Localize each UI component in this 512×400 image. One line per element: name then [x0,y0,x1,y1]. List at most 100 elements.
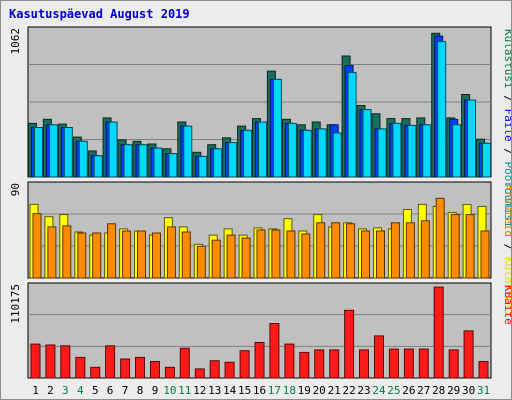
x-tick-label: 2 [47,384,54,397]
panel-max-label: 1062 [9,28,22,55]
bar-kbytes-kbaite-12 [194,368,205,379]
bar-kbytes-kbaite-20 [314,349,325,379]
bar-kbytes-kbaite-1 [30,343,41,379]
panel-hits: 1062 Külastusi / Faile / Pöördumisi [9,26,511,228]
bar-visits-arvuteid-27 [420,220,430,279]
bar-visits-arvuteid-23 [361,230,370,279]
panel-max-label: 90 [9,183,22,196]
x-tick-label: 3 [62,384,69,397]
x-tick-label: 29 [447,384,460,397]
bar-hits-külastusi-16 [258,121,267,178]
bar-hits-külastusi-18 [287,122,297,178]
bar-kbytes-kbaite-18 [284,343,295,379]
bar-kbytes-kbaite-24 [374,335,384,379]
chart-panels: 1062 Külastusi / Faile / Pöördumisi 90 Arvu… [9,26,511,379]
legend-entry: Faile [502,108,511,141]
panel-legend: Külastusi / Faile / Pöördumisi [502,29,511,228]
bar-visits-arvuteid-26 [405,222,415,279]
bar-hits-külastusi-15 [243,129,253,178]
bar-visits-arvuteid-14 [226,234,236,279]
bar-hits-külastusi-30 [467,99,477,178]
bar-visits-arvuteid-7 [122,230,132,279]
bar-visits-arvuteid-19 [301,233,311,279]
bar-hits-külastusi-1 [34,127,43,178]
x-tick-label: 6 [107,384,114,397]
bar-hits-külastusi-12 [198,155,208,178]
bar-kbytes-kbaite-17 [269,323,280,379]
bar-hits-külastusi-7 [123,144,133,178]
bar-kbytes-kbaite-16 [254,342,265,379]
bar-visits-arvuteid-3 [62,225,72,279]
bar-hits-külastusi-14 [228,142,238,178]
bar-hits-külastusi-4 [78,140,88,178]
legend-entry: Külastusi [502,29,511,89]
bar-hits-külastusi-19 [302,129,312,178]
legend-entry: / [502,89,511,109]
x-tick-label: 7 [122,384,129,397]
bar-visits-arvuteid-1 [32,213,42,279]
bar-kbytes-kbaite-3 [60,345,71,379]
bar-hits-külastusi-3 [63,127,73,178]
bar-visits-arvuteid-21 [331,222,341,279]
bar-kbytes-kbaite-21 [329,349,340,379]
bar-hits-külastusi-22 [347,72,357,178]
legend-entry: Arvuteid [502,184,511,237]
x-tick-label: 15 [238,384,251,397]
x-tick-label: 18 [283,384,296,397]
bar-visits-arvuteid-16 [256,229,266,279]
x-tick-label: 27 [417,384,430,397]
bar-kbytes-kbaite-15 [239,350,250,379]
x-tick-label: 24 [372,384,386,397]
bar-visits-arvuteid-30 [465,214,475,279]
bar-hits-külastusi-2 [48,124,58,178]
x-tick-label: 26 [402,384,415,397]
x-tick-label: 5 [92,384,99,397]
legend-entry: / [502,142,511,162]
panel-max-label: 110175 [9,284,22,324]
legend-entry: KBaite [502,285,511,325]
x-tick-label: 23 [357,384,370,397]
bar-kbytes-kbaite-10 [164,366,175,379]
bar-hits-külastusi-17 [272,78,282,178]
bar-kbytes-kbaite-13 [209,360,220,379]
bar-visits-arvuteid-24 [376,230,385,279]
bar-visits-arvuteid-2 [47,226,57,279]
x-tick-label: 16 [253,384,266,397]
bar-hits-külastusi-21 [332,132,342,178]
bar-kbytes-kbaite-5 [90,366,101,379]
x-tick-label: 19 [298,384,311,397]
x-tick-label: 17 [268,384,281,397]
bar-hits-külastusi-23 [362,109,372,178]
x-tick-label: 13 [208,384,221,397]
bar-kbytes-kbaite-26 [403,348,414,379]
bar-hits-külastusi-5 [93,155,103,178]
bar-kbytes-kbaite-25 [388,348,399,379]
bar-hits-külastusi-11 [183,125,193,178]
x-tick-label: 30 [462,384,475,397]
bar-visits-arvuteid-8 [137,230,146,279]
bar-kbytes-kbaite-11 [179,347,190,379]
bar-hits-külastusi-26 [407,124,417,178]
x-tick-label: 11 [178,384,191,397]
panel-visits: 90 Arvuteid / Külastusi [9,181,511,316]
bar-visits-arvuteid-18 [286,230,296,279]
bar-visits-arvuteid-12 [196,245,206,279]
bar-hits-külastusi-27 [422,124,432,178]
x-tick-label: 14 [223,384,237,397]
bar-visits-arvuteid-28 [435,197,445,279]
x-tick-label: 1 [32,384,39,397]
bar-kbytes-kbaite-22 [344,309,355,379]
bar-hits-külastusi-25 [392,122,402,178]
x-tick-label: 8 [137,384,144,397]
bar-visits-arvuteid-6 [107,223,117,279]
x-tick-label: 12 [193,384,206,397]
bar-kbytes-kbaite-9 [150,361,160,379]
bar-kbytes-kbaite-23 [359,349,369,379]
x-tick-label: 25 [387,384,400,397]
bar-hits-külastusi-28 [437,41,447,178]
bar-kbytes-kbaite-7 [120,358,131,379]
bar-visits-arvuteid-4 [77,232,87,279]
bar-visits-arvuteid-10 [166,226,176,279]
bar-kbytes-kbaite-14 [224,361,235,379]
